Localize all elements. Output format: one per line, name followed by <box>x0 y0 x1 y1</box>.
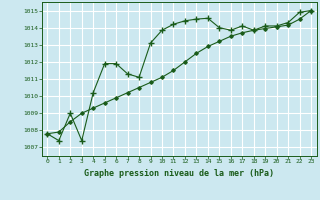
X-axis label: Graphe pression niveau de la mer (hPa): Graphe pression niveau de la mer (hPa) <box>84 169 274 178</box>
